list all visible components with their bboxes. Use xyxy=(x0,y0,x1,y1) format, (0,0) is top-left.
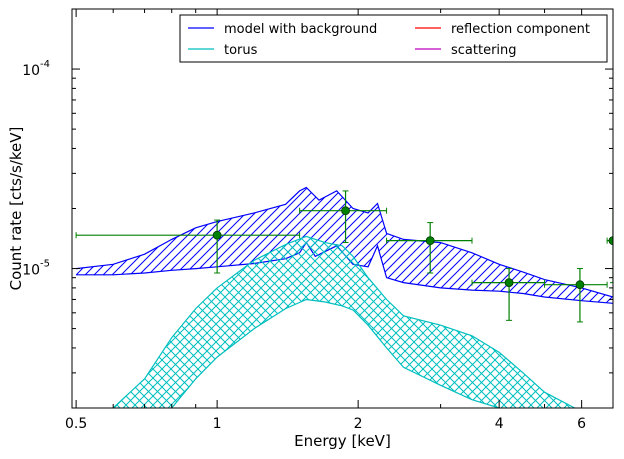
data-marker xyxy=(341,206,350,216)
x-tick-label: 2 xyxy=(354,416,363,432)
y-axis-label: Count rate [cts/s/keV] xyxy=(7,127,25,291)
torus-band-fill xyxy=(113,236,575,408)
data-marker xyxy=(212,230,222,240)
legend-label: reflection component xyxy=(451,22,590,37)
legend-entry-2: torus xyxy=(188,43,258,58)
x-tick-label: 0.5 xyxy=(65,416,87,432)
legend-entry-1: model with background xyxy=(188,22,377,37)
y-tick-label: 10-5 xyxy=(22,259,50,279)
torus-lower-line xyxy=(171,298,500,408)
y-tick-label: 10-4 xyxy=(22,59,50,79)
legend-label: scattering xyxy=(451,43,517,58)
data-marker xyxy=(425,236,435,246)
legend-entry-4: scattering xyxy=(415,43,517,58)
x-tick-label: 1 xyxy=(213,416,222,432)
legend-entry-3: reflection component xyxy=(415,22,590,37)
legend-label: model with background xyxy=(224,22,377,37)
legend: model with background torus reflection com… xyxy=(179,14,608,63)
plot-layer xyxy=(75,186,613,408)
data-point-1 xyxy=(75,219,301,274)
model-with-background-upper-line xyxy=(76,186,613,298)
data-point-3 xyxy=(386,222,473,274)
x-axis-label: Energy [keV] xyxy=(294,432,391,450)
data-marker xyxy=(504,278,514,288)
legend-box xyxy=(179,14,608,63)
data-marker xyxy=(575,280,585,290)
model-with-background-band-fill xyxy=(76,187,613,304)
data-point-2 xyxy=(299,190,388,244)
data-point-5 xyxy=(544,268,608,323)
data-marker xyxy=(608,236,613,246)
x-tick-label: 6 xyxy=(577,416,586,432)
x-tick-label: 4 xyxy=(495,416,504,432)
legend-label: torus xyxy=(224,43,258,58)
torus-upper-line xyxy=(112,235,575,408)
